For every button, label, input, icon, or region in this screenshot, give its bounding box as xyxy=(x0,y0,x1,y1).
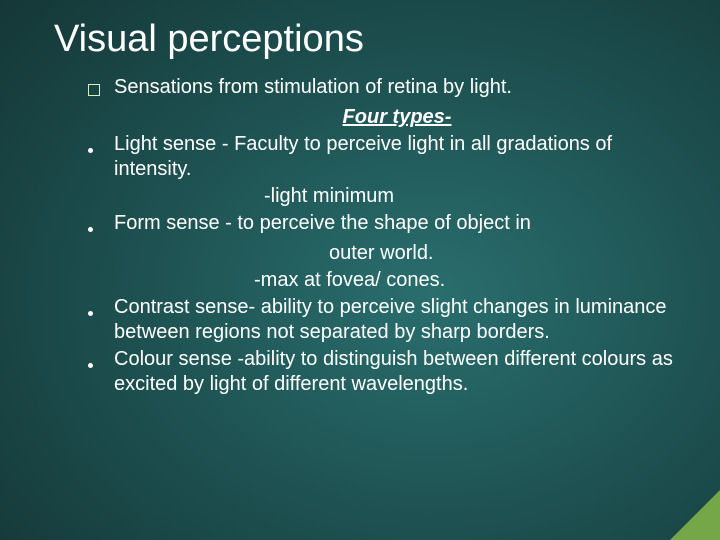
slide-container: Visual perceptions Sensations from stimu… xyxy=(0,0,720,540)
item-3-text: Contrast sense- ability to perceive slig… xyxy=(114,295,680,345)
dot-bullet-icon xyxy=(88,347,114,375)
item-2-cont-text: outer world. xyxy=(329,241,680,266)
slide-title: Visual perceptions xyxy=(54,18,680,61)
square-bullet-icon xyxy=(88,75,114,103)
item-1-text: Light sense - Faculty to perceive light … xyxy=(114,132,680,182)
dot-bullet-icon xyxy=(88,295,114,323)
item-4: Colour sense -ability to distinguish bet… xyxy=(88,347,680,397)
item-2-sub: -max at fovea/ cones. xyxy=(88,268,680,293)
subtitle-row: Four types- xyxy=(88,105,680,130)
item-3: Contrast sense- ability to perceive slig… xyxy=(88,295,680,345)
corner-accent-icon xyxy=(670,490,720,540)
intro-row: Sensations from stimulation of retina by… xyxy=(88,75,680,103)
subtitle-text: Four types- xyxy=(114,105,680,130)
item-4-text: Colour sense -ability to distinguish bet… xyxy=(114,347,680,397)
dot-bullet-icon xyxy=(88,211,114,239)
item-1: Light sense - Faculty to perceive light … xyxy=(88,132,680,182)
item-2-sub-text: -max at fovea/ cones. xyxy=(254,268,680,293)
slide-content: Sensations from stimulation of retina by… xyxy=(54,75,680,397)
item-2: Form sense - to perceive the shape of ob… xyxy=(88,211,680,239)
intro-text: Sensations from stimulation of retina by… xyxy=(114,75,680,100)
item-1-sub: -light minimum xyxy=(88,184,680,209)
dot-bullet-icon xyxy=(88,132,114,160)
item-2-text: Form sense - to perceive the shape of ob… xyxy=(114,211,680,236)
item-2-cont: outer world. xyxy=(88,241,680,266)
item-1-sub-text: -light minimum xyxy=(264,184,680,209)
